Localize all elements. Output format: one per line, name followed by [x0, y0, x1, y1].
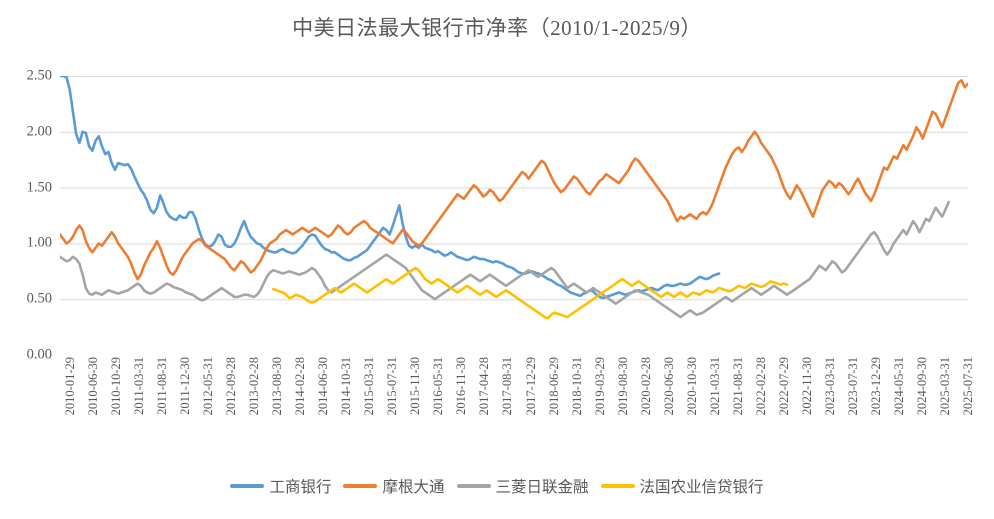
legend-swatch-icon: [600, 484, 635, 488]
legend-item[interactable]: 摩根大通: [343, 475, 445, 497]
x-tick-label: 2019-08-30: [615, 357, 630, 416]
legend-label: 三菱日联金融: [495, 479, 589, 496]
y-tick-label: 1.00: [26, 234, 52, 251]
x-tick-label: 2015-03-31: [362, 357, 377, 416]
x-tick-label: 2020-06-30: [661, 357, 676, 416]
x-tick-label: 2017-04-28: [477, 357, 492, 416]
y-axis-tick-labels: 0.00 0.50 1.00 1.50 2.00 2.50: [0, 68, 52, 363]
y-tick-label: 2.00: [26, 123, 52, 140]
x-tick-label: 2021-08-31: [730, 357, 745, 416]
x-tick-label: 2017-08-31: [500, 357, 515, 416]
series-line-1: [60, 79, 968, 281]
x-tick-label: 2014-10-31: [339, 357, 354, 416]
x-axis-tick-labels: 2010-01-29 2010-06-30 2010-10-29 2011-03-31…: [60, 357, 975, 467]
x-tick-label: 2023-07-31: [845, 357, 860, 416]
x-tick-label: 2015-11-30: [408, 357, 423, 415]
plot-area: [60, 76, 968, 355]
x-tick-label: 2010-01-29: [63, 357, 77, 416]
series-line-3: [271, 266, 789, 320]
x-tick-label: 2016-11-30: [454, 357, 469, 415]
x-tick-label: 2021-03-31: [707, 357, 722, 416]
x-tick-label: 2022-02-28: [753, 357, 768, 416]
x-tick-label: 2010-06-30: [86, 357, 101, 416]
x-tick-label: 2022-07-29: [776, 357, 791, 416]
series-line-0: [60, 76, 721, 300]
x-tick-label: 2011-03-31: [132, 357, 147, 415]
y-tick-label: 0.00: [26, 346, 52, 363]
y-tick-label: 0.50: [26, 290, 52, 307]
x-tick-label: 2014-02-28: [293, 357, 308, 416]
legend-label: 法国农业信贷银行: [639, 479, 764, 496]
series-line-2: [60, 200, 950, 319]
x-tick-label: 2025-07-31: [961, 357, 975, 416]
x-tick-label: 2019-03-29: [592, 357, 607, 416]
x-tick-label: 2018-10-31: [569, 357, 584, 416]
x-tick-label: 2011-12-30: [178, 357, 193, 415]
x-tick-label: 2013-08-30: [270, 357, 285, 416]
x-tick-label: 2020-10-30: [684, 357, 699, 416]
legend-swatch-icon: [230, 484, 265, 488]
x-tick-label: 2012-09-28: [224, 357, 239, 416]
legend-item[interactable]: 法国农业信贷银行: [600, 475, 764, 497]
legend-swatch-icon: [456, 484, 491, 488]
x-tick-label: 2023-12-29: [868, 357, 883, 416]
chart-title: 中美日法最大银行市净率（2010/1-2025/9）: [292, 16, 702, 40]
y-tick-label: 1.50: [26, 179, 52, 196]
legend-label: 工商银行: [269, 479, 332, 496]
x-tick-label: 2022-11-30: [799, 357, 814, 415]
x-tick-label: 2010-10-29: [109, 357, 124, 416]
x-tick-label: 2025-03-31: [937, 357, 952, 416]
x-tick-label: 2016-05-31: [431, 357, 446, 416]
x-tick-label: 2024-09-30: [914, 357, 929, 416]
x-tick-label: 2023-03-31: [822, 357, 837, 416]
x-tick-label: 2012-05-31: [201, 357, 216, 416]
legend-item[interactable]: 三菱日联金融: [456, 475, 589, 497]
series-lines: [60, 76, 968, 320]
chart-legend: 工商银行 摩根大通 三菱日联金融 法国农业信贷银行: [0, 475, 994, 497]
x-tick-label: 2024-05-31: [891, 357, 906, 416]
x-tick-label: 2014-06-30: [316, 357, 331, 416]
x-tick-label: 2015-07-31: [385, 357, 400, 416]
x-tick-label: 2013-02-28: [247, 357, 262, 416]
x-tick-label: 2017-12-29: [523, 357, 538, 416]
y-tick-label: 2.50: [26, 67, 52, 84]
legend-item[interactable]: 工商银行: [230, 475, 331, 497]
x-tick-label: 2018-06-29: [546, 357, 561, 416]
x-tick-label: 2011-08-31: [155, 357, 170, 415]
legend-swatch-icon: [343, 484, 378, 488]
x-tick-label: 2020-02-28: [638, 357, 653, 416]
legend-label: 摩根大通: [382, 479, 445, 496]
